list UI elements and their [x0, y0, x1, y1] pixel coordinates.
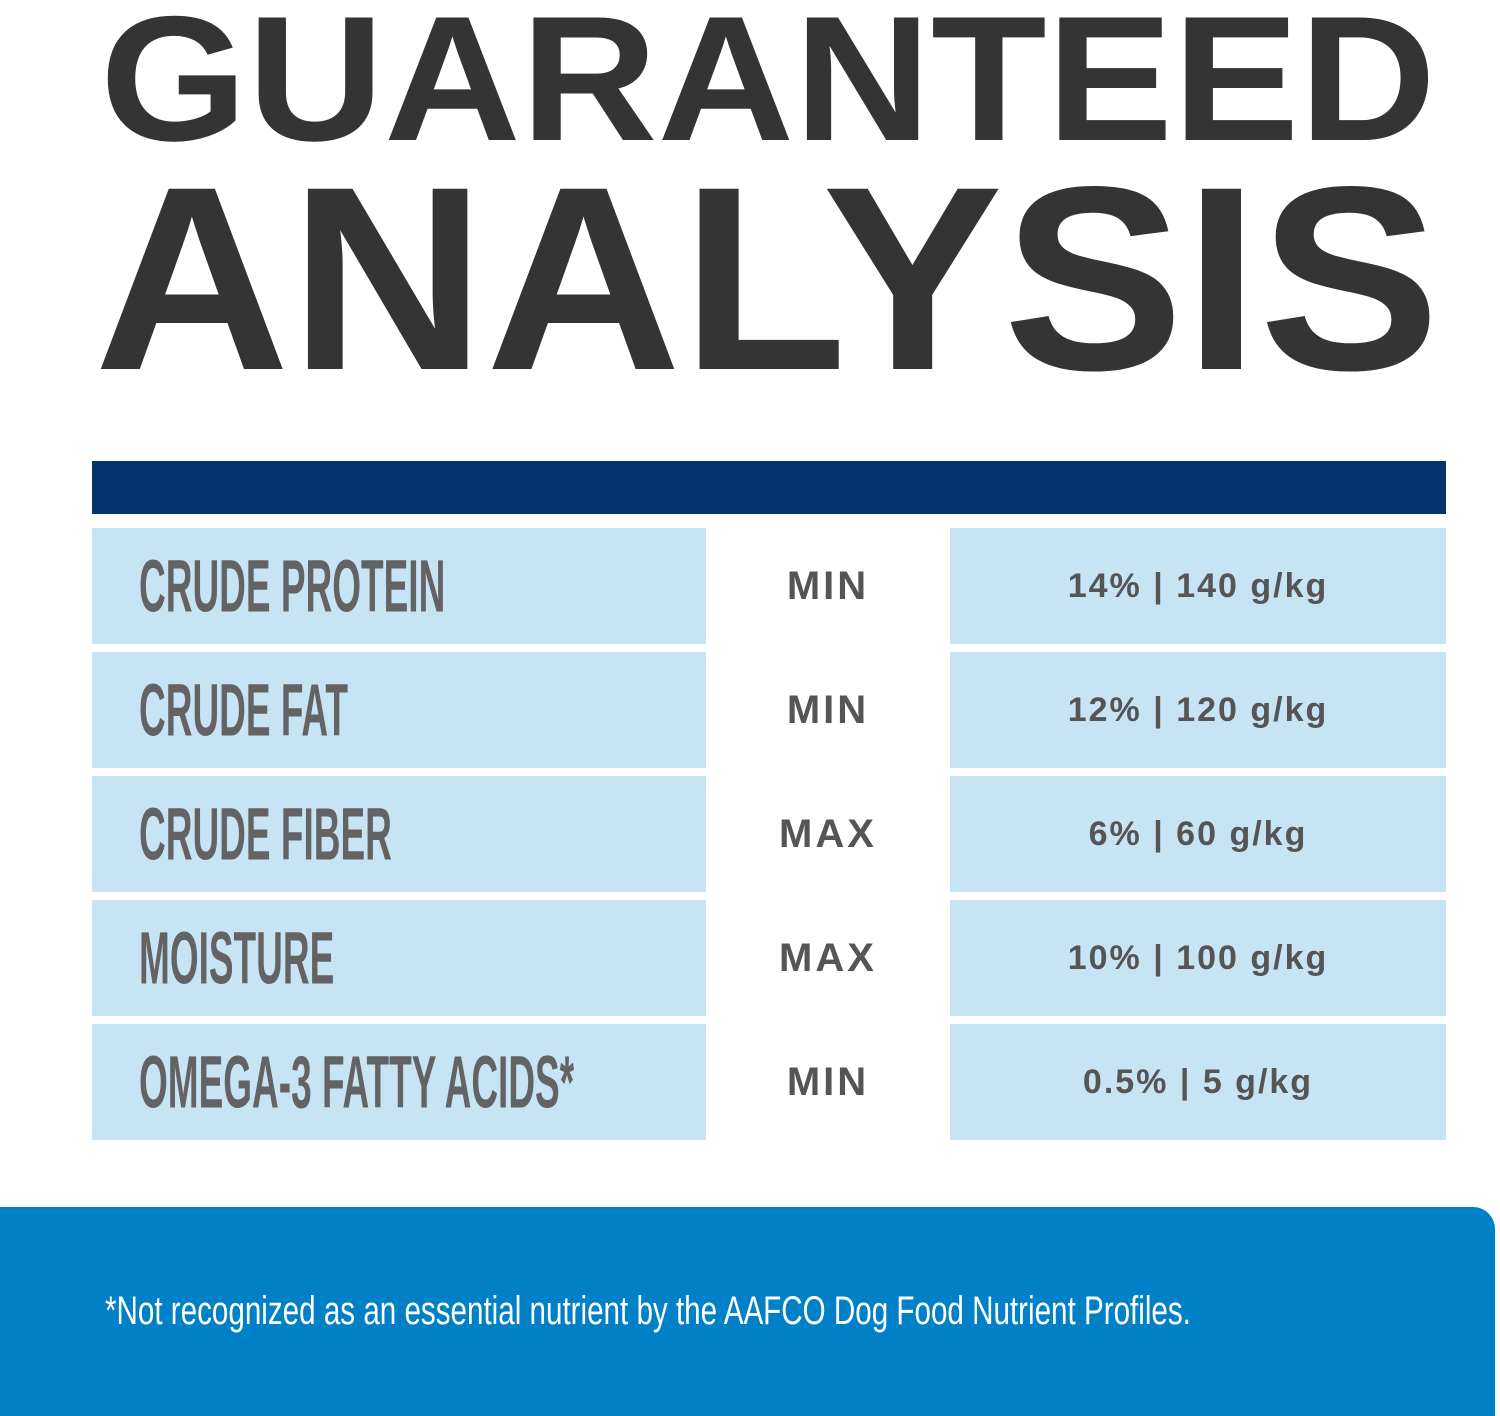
nutrient-name: CRUDE FIBER: [139, 792, 392, 876]
min-max-label: MIN: [786, 563, 870, 608]
nutrient-cell: OMEGA-3 FATTY ACIDS*: [92, 1024, 706, 1140]
page-title: GUARANTEED ANALYSIS: [94, 0, 1440, 400]
title-line-2: ANALYSIS: [94, 132, 1440, 400]
table-row: CRUDE FAT MIN 12% | 120 g/kg: [92, 652, 1446, 768]
nutrient-value: 6% | 60 g/kg: [950, 776, 1446, 892]
nutrient-value: 14% | 140 g/kg: [950, 528, 1446, 644]
nutrient-cell: CRUDE FIBER: [92, 776, 706, 892]
footnote-panel: *Not recognized as an essential nutrient…: [0, 1207, 1495, 1416]
nutrient-name: OMEGA-3 FATTY ACIDS*: [139, 1040, 575, 1124]
nutrient-name: CRUDE FAT: [139, 668, 348, 752]
nutrient-cell: CRUDE FAT: [92, 652, 706, 768]
nutrient-value: 12% | 120 g/kg: [950, 652, 1446, 768]
min-max-label: MAX: [779, 811, 877, 856]
min-max-label: MIN: [786, 687, 870, 732]
nutrient-value: 0.5% | 5 g/kg: [950, 1024, 1446, 1140]
table-header-bar: [92, 461, 1446, 514]
min-max-label: MIN: [786, 1059, 870, 1104]
footnote-text: *Not recognized as an essential nutrient…: [105, 1289, 1191, 1333]
table-row: MOISTURE MAX 10% | 100 g/kg: [92, 900, 1446, 1016]
title-line-1: GUARANTEED: [100, 0, 1436, 178]
table-row: OMEGA-3 FATTY ACIDS* MIN 0.5% | 5 g/kg: [92, 1024, 1446, 1140]
table-row: CRUDE PROTEIN MIN 14% | 140 g/kg: [92, 528, 1446, 644]
nutrient-value: 10% | 100 g/kg: [950, 900, 1446, 1016]
nutrient-cell: CRUDE PROTEIN: [92, 528, 706, 644]
nutrient-cell: MOISTURE: [92, 900, 706, 1016]
min-max-label: MAX: [779, 935, 877, 980]
table-row: CRUDE FIBER MAX 6% | 60 g/kg: [92, 776, 1446, 892]
nutrient-name: MOISTURE: [139, 916, 335, 1000]
nutrient-name: CRUDE PROTEIN: [139, 544, 446, 628]
